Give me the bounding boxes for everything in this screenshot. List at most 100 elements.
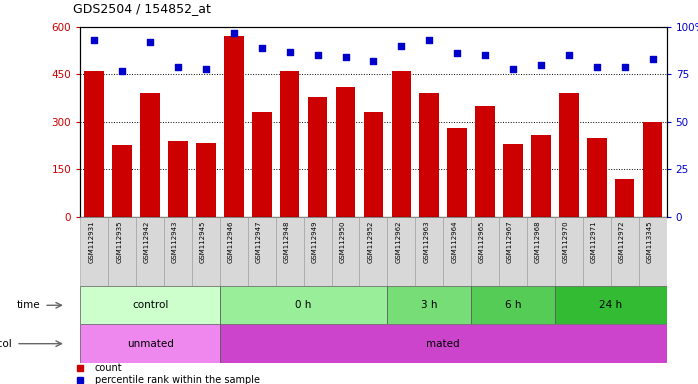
Bar (192, 217, 220, 286)
Text: GSM112942: GSM112942 (144, 220, 150, 263)
Text: GSM112949: GSM112949 (311, 220, 318, 263)
Text: GSM112970: GSM112970 (563, 220, 569, 263)
Text: time: time (17, 300, 40, 310)
Point (117, 68, 128, 74)
Text: GSM112962: GSM112962 (395, 220, 401, 263)
Text: percentile rank within the sample: percentile rank within the sample (95, 375, 260, 384)
Point (200, 66, 211, 72)
Bar (140, 93, 160, 217)
Point (619, 64, 630, 70)
Bar (475, 106, 495, 217)
Bar (276, 217, 304, 286)
Text: unmated: unmated (126, 339, 174, 349)
Bar (639, 217, 667, 286)
Bar (443, 217, 471, 286)
Bar (84, 71, 104, 217)
Bar (555, 286, 667, 324)
Bar (220, 217, 248, 286)
Bar (168, 141, 188, 217)
Bar (80, 217, 108, 286)
Text: GSM112968: GSM112968 (535, 220, 541, 263)
Bar (559, 93, 579, 217)
Point (228, 30, 239, 36)
Text: mated: mated (426, 339, 460, 349)
Point (535, 62, 547, 68)
Bar (364, 113, 383, 217)
Bar (332, 217, 359, 286)
Text: GSM112931: GSM112931 (88, 220, 94, 263)
Text: GSM112965: GSM112965 (479, 220, 485, 263)
Bar (220, 324, 667, 363)
Point (340, 54, 351, 60)
Point (256, 45, 267, 51)
Bar (415, 217, 443, 286)
Bar (80, 324, 220, 363)
Bar (471, 217, 499, 286)
Bar (112, 145, 132, 217)
Text: 3 h: 3 h (421, 300, 438, 310)
Point (591, 64, 602, 70)
Bar (387, 286, 471, 324)
Text: GSM112972: GSM112972 (618, 220, 625, 263)
Text: control: control (132, 300, 168, 310)
Bar (304, 217, 332, 286)
Point (144, 39, 156, 45)
Text: GSM112935: GSM112935 (116, 220, 122, 263)
Bar (80, 286, 220, 324)
Bar (527, 217, 555, 286)
Bar (503, 144, 523, 217)
Bar (252, 113, 272, 217)
Bar (615, 179, 634, 217)
Bar (248, 217, 276, 286)
Bar (308, 97, 327, 217)
Text: GDS2504 / 154852_at: GDS2504 / 154852_at (73, 2, 211, 15)
Bar (611, 217, 639, 286)
Bar (359, 217, 387, 286)
Bar (531, 135, 551, 217)
Text: GSM113345: GSM113345 (646, 220, 653, 263)
Bar (471, 286, 555, 324)
Bar (419, 93, 439, 217)
Text: GSM112947: GSM112947 (255, 220, 262, 263)
Bar (643, 122, 662, 217)
Point (368, 58, 379, 64)
Point (172, 64, 184, 70)
Text: GSM112948: GSM112948 (283, 220, 290, 263)
Point (424, 37, 435, 43)
Point (312, 52, 323, 58)
Text: GSM112952: GSM112952 (367, 220, 373, 263)
Text: 6 h: 6 h (505, 300, 521, 310)
Text: GSM112971: GSM112971 (591, 220, 597, 263)
Point (647, 56, 658, 62)
Bar (164, 217, 192, 286)
Text: GSM112943: GSM112943 (172, 220, 178, 263)
Text: GSM112967: GSM112967 (507, 220, 513, 263)
Text: 0 h: 0 h (295, 300, 312, 310)
Point (396, 43, 407, 49)
Text: GSM112963: GSM112963 (423, 220, 429, 263)
Text: 24 h: 24 h (599, 300, 623, 310)
Text: count: count (95, 363, 123, 373)
Point (507, 66, 519, 72)
Text: GSM112950: GSM112950 (339, 220, 346, 263)
Text: protocol: protocol (0, 339, 12, 349)
Bar (387, 217, 415, 286)
Point (452, 50, 463, 56)
Bar (280, 71, 299, 217)
Point (284, 48, 295, 55)
Text: GSM112946: GSM112946 (228, 220, 234, 263)
Bar (196, 144, 216, 217)
Bar (583, 217, 611, 286)
Text: GSM112945: GSM112945 (200, 220, 206, 263)
Bar (587, 138, 607, 217)
Bar (220, 286, 387, 324)
Bar (136, 217, 164, 286)
Bar (336, 87, 355, 217)
Point (89, 37, 100, 43)
Bar (108, 217, 136, 286)
Bar (224, 36, 244, 217)
Bar (499, 217, 527, 286)
Bar (555, 217, 583, 286)
Point (563, 52, 574, 58)
Text: GSM112964: GSM112964 (451, 220, 457, 263)
